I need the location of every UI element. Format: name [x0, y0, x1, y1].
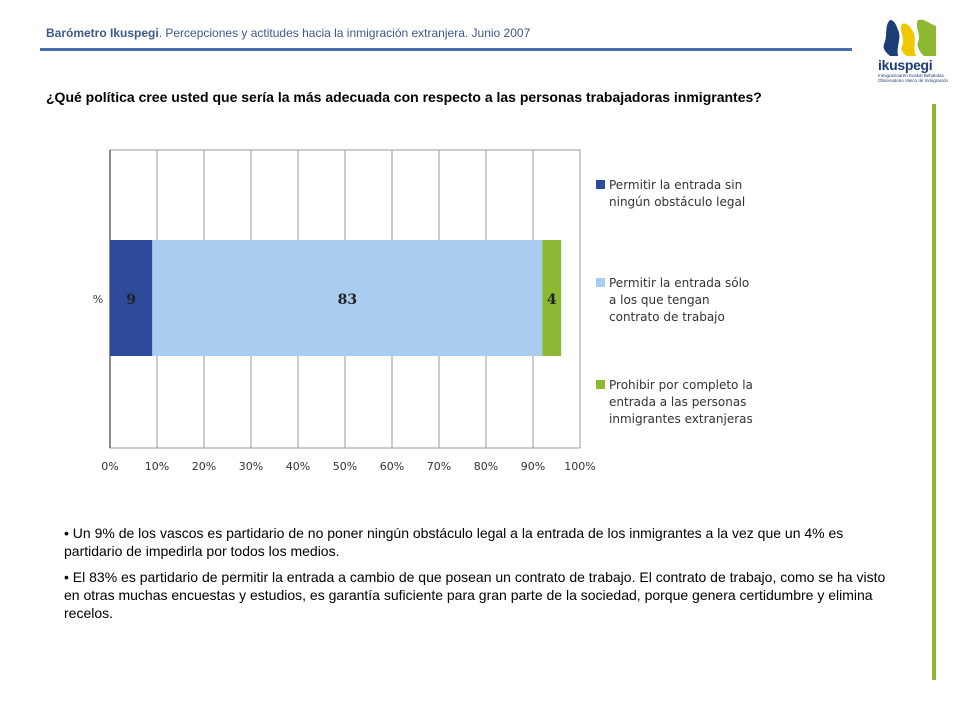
- stacked-bar-chart: 9 83 4 0% 10% 20% 30% 40% 50% 60% 70% 80% 90% 100%% …: [93, 149, 753, 473]
- bar-segment: [110, 240, 153, 356]
- x-tick-label: 0%: [101, 460, 118, 473]
- x-tick-label: 60%: [380, 460, 404, 473]
- data-label: 9: [126, 292, 136, 308]
- data-label: 4: [547, 292, 557, 308]
- chart-bars: [110, 240, 562, 356]
- header-subtitle: . Percepciones y actitudes hacia la inmi…: [158, 26, 531, 40]
- header-divider: [40, 48, 852, 51]
- chart-x-ticks: 0% 10% 20% 30% 40% 50% 60% 70% 80% 90% 100%%: [93, 293, 596, 473]
- legend-label: Prohibir por completo la entrada a las pe…: [609, 378, 753, 426]
- bullet-item: • Un 9% de los vascos es partidario de n…: [64, 525, 844, 559]
- bullet-list: • Un 9% de los vascos es partidario de n…: [64, 524, 894, 630]
- question-title: ¿Qué política cree usted que sería la má…: [46, 89, 762, 105]
- legend-label: Permitir la entrada sólo a los que tengan…: [609, 276, 749, 324]
- header-brand: Barómetro Ikuspegi: [46, 26, 159, 40]
- x-tick-label: 100%: [564, 460, 595, 473]
- x-tick-label: 10%: [145, 460, 169, 473]
- bar-segment: [542, 240, 562, 356]
- x-tick-label: 70%: [427, 460, 451, 473]
- x-tick-label: 20%: [192, 460, 216, 473]
- x-tick-label: 50%: [333, 460, 357, 473]
- chart-legend: Permitir la entrada sin ningún obstáculo …: [596, 178, 753, 426]
- ikuspegi-logo-icon: [883, 19, 936, 57]
- data-label: 83: [338, 292, 357, 308]
- legend-swatch: [596, 380, 605, 389]
- bullet-item: • El 83% es partidario de permitir la en…: [64, 569, 886, 621]
- logo-subtitle: Inmigrazioaren Euskal Behatokia Observat…: [878, 73, 948, 83]
- x-tick-label: 80%: [474, 460, 498, 473]
- logo-wordmark: ikuspegi: [878, 57, 933, 73]
- right-accent-rule: [932, 104, 936, 680]
- legend-swatch: [596, 180, 605, 189]
- x-tick-label: 90%: [521, 460, 545, 473]
- x-tick-label: 40%: [286, 460, 310, 473]
- x-tick-label: 30%: [239, 460, 263, 473]
- bar-segment: [152, 240, 543, 356]
- legend-label: Permitir la entrada sin ningún obstáculo …: [609, 178, 745, 209]
- header-title: Barómetro Ikuspegi. Percepciones y actit…: [46, 26, 530, 40]
- legend-swatch: [596, 278, 605, 287]
- category-label: %: [93, 293, 103, 306]
- chart-data-labels: 9 83 4: [126, 292, 557, 308]
